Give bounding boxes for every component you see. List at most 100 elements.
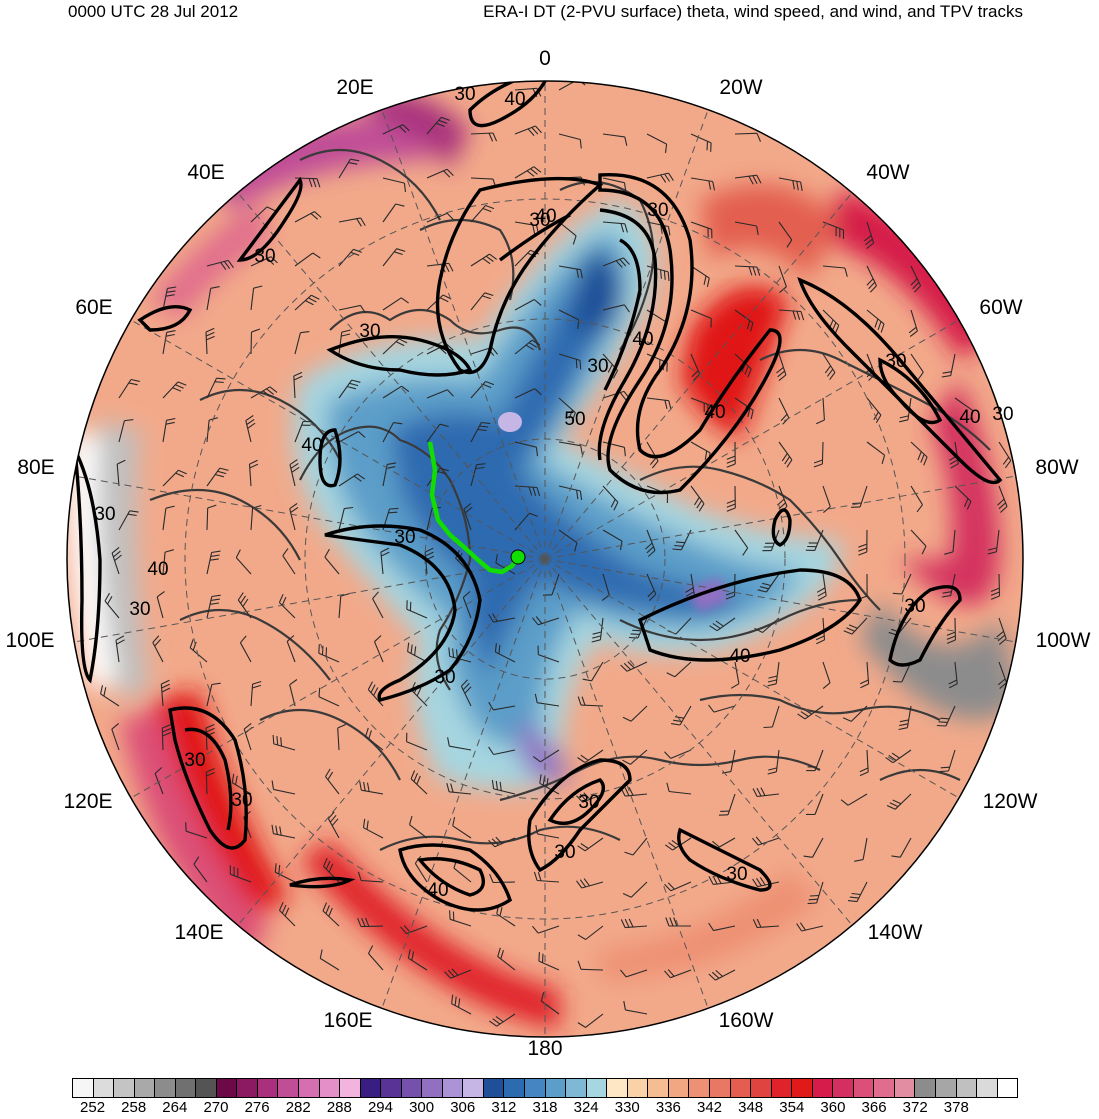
wind-barb bbox=[752, 918, 780, 929]
jet-contour-atlantic bbox=[598, 172, 782, 495]
wind-barb bbox=[622, 881, 648, 898]
wind-barb bbox=[118, 419, 134, 443]
wind-barb bbox=[338, 304, 366, 314]
wind-barb bbox=[162, 469, 187, 487]
lon-label-180: 180 bbox=[527, 1037, 563, 1060]
wind-barb bbox=[410, 770, 428, 795]
wind-barb bbox=[533, 871, 560, 883]
wind-barb bbox=[111, 722, 120, 751]
wind-barb bbox=[327, 811, 340, 839]
wind-barb bbox=[623, 1000, 648, 1015]
wind-barb bbox=[941, 353, 956, 378]
wind-barb bbox=[116, 459, 126, 487]
wind-barb bbox=[690, 221, 713, 239]
lon-label-80e: 80E bbox=[17, 456, 55, 479]
wind-barb bbox=[730, 661, 740, 689]
wind-barb bbox=[338, 217, 366, 227]
wind-barb bbox=[797, 705, 824, 720]
wind-barb bbox=[726, 485, 736, 512]
wind-barb bbox=[250, 206, 276, 223]
wind-barb bbox=[664, 749, 692, 759]
wind-barb bbox=[250, 680, 262, 707]
wind-barb bbox=[470, 292, 494, 311]
wind-barb bbox=[206, 377, 226, 399]
wind-barb bbox=[866, 397, 882, 424]
jet-contour-scandinavia bbox=[435, 176, 604, 375]
wind-barb bbox=[489, 1013, 516, 1027]
colorbar-swatch bbox=[504, 1079, 526, 1097]
wind-barb bbox=[602, 221, 628, 233]
wind-barb bbox=[778, 309, 805, 321]
wind-barb bbox=[118, 510, 139, 531]
wind-barb bbox=[690, 485, 705, 512]
wind-barb bbox=[664, 837, 692, 851]
wind-barb bbox=[990, 573, 1001, 600]
wind-barb bbox=[778, 177, 803, 191]
wind-barb bbox=[382, 338, 408, 355]
wind-barb bbox=[470, 421, 491, 443]
wind-barb bbox=[274, 863, 296, 883]
wind-barb bbox=[451, 994, 472, 1015]
lon-label-140w: 140W bbox=[867, 921, 923, 944]
wind-barb bbox=[854, 837, 868, 862]
wind-barb bbox=[407, 949, 428, 971]
wind-barb bbox=[619, 969, 648, 978]
wind-barb bbox=[842, 705, 868, 722]
wind-barb bbox=[293, 371, 303, 399]
wind-barb bbox=[152, 635, 164, 663]
contour-label: 40 bbox=[729, 646, 750, 667]
wind-barb bbox=[357, 917, 384, 928]
wind-barb bbox=[463, 502, 473, 531]
colorbar-swatch bbox=[381, 1079, 402, 1097]
wind-barb bbox=[815, 617, 826, 645]
wind-barb bbox=[444, 968, 472, 979]
wind-barb bbox=[449, 910, 472, 927]
colorbar-swatch bbox=[155, 1079, 176, 1097]
lon-label-120e: 120E bbox=[63, 790, 113, 813]
wind-barb bbox=[250, 504, 262, 531]
wind-barb bbox=[539, 774, 560, 795]
contour-label: 30 bbox=[129, 599, 150, 620]
wind-barb bbox=[866, 265, 877, 293]
wind-barb bbox=[382, 297, 409, 311]
wind-barb bbox=[534, 693, 560, 707]
colorbar-swatch bbox=[792, 1079, 813, 1097]
wind-barb bbox=[620, 661, 648, 672]
wind-barb bbox=[734, 397, 754, 420]
wind-barb bbox=[734, 265, 761, 276]
wind-barb bbox=[666, 782, 692, 795]
wind-barb bbox=[910, 441, 928, 466]
wind-barb bbox=[815, 397, 825, 425]
colorbar-swatch bbox=[134, 1079, 156, 1097]
wind-barb bbox=[271, 780, 296, 795]
wind-barb bbox=[462, 591, 472, 619]
contour-label: 30 bbox=[529, 210, 550, 231]
contour-label: 30 bbox=[434, 667, 455, 688]
wind-barb bbox=[229, 865, 252, 883]
wind-barb bbox=[602, 177, 627, 192]
wind-barb bbox=[338, 431, 366, 443]
wind-barb bbox=[231, 773, 252, 795]
wind-barb bbox=[997, 661, 1008, 690]
colorbar-labels: 252 258 264 270 276 282 288 294 300 306 312 318 324 3… bbox=[72, 1099, 1018, 1119]
wind-barb bbox=[154, 767, 164, 795]
colorbar-swatch bbox=[566, 1079, 587, 1097]
wind-barb bbox=[939, 749, 956, 773]
wind-barb bbox=[690, 177, 716, 191]
wind-barb bbox=[514, 166, 542, 179]
wind-barb bbox=[162, 505, 175, 531]
wind-barb bbox=[118, 378, 140, 399]
wind-barb bbox=[237, 592, 252, 619]
wind-barb bbox=[558, 485, 583, 500]
wind-barb bbox=[602, 441, 626, 457]
contour-label: 30 bbox=[359, 321, 380, 342]
wind-barb bbox=[426, 423, 449, 443]
colorbar-label: 330 bbox=[614, 1099, 640, 1116]
wind-barb bbox=[162, 381, 187, 399]
lon-label-100w: 100W bbox=[1035, 629, 1091, 652]
wind-barb bbox=[319, 949, 340, 971]
wind-barb bbox=[858, 529, 868, 556]
wind-barb bbox=[206, 594, 221, 619]
